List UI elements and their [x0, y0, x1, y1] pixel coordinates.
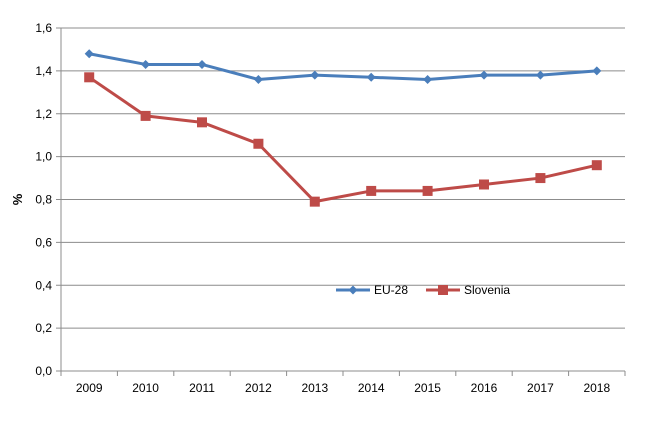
- data-point: [84, 72, 95, 83]
- y-axis-label: %: [10, 193, 25, 205]
- data-point: [479, 70, 489, 80]
- data-point: [141, 59, 151, 69]
- x-tick-label: 2017: [527, 381, 554, 395]
- legend-label: EU-28: [374, 283, 408, 297]
- y-tick-labels: 0,0 0,2 0,4 0,6 0,8 1,0 1,2 1,4 1,6: [35, 21, 52, 378]
- series-eu-28: [84, 49, 602, 84]
- x-tick-label: 2009: [76, 381, 103, 395]
- y-tick-label: 0,4: [35, 278, 52, 292]
- legend-label: Slovenia: [464, 283, 510, 297]
- y-tick-label: 0,8: [35, 193, 52, 207]
- legend-marker: [348, 285, 358, 295]
- x-tick-label: 2011: [189, 381, 215, 395]
- x-tick-label: 2010: [132, 381, 159, 395]
- x-tick-label: 2013: [301, 381, 328, 395]
- x-tick-label: 2015: [414, 381, 441, 395]
- data-point: [423, 74, 433, 84]
- axes: [56, 27, 626, 376]
- x-tick-label: 2012: [245, 381, 272, 395]
- y-tick-label: 0,2: [35, 321, 52, 335]
- data-point: [422, 185, 433, 196]
- data-point: [366, 72, 376, 82]
- y-tick-label: 1,6: [35, 21, 52, 35]
- legend: EU-28 Slovenia: [336, 283, 510, 297]
- series-line: [88, 52, 597, 81]
- data-point: [535, 70, 545, 80]
- data-point: [253, 138, 264, 149]
- y-tick-label: 1,0: [35, 150, 52, 164]
- x-tick-labels: 2009 2010 2011 2012 2013 2014 2015 2016 2017 2018: [76, 381, 611, 395]
- y-tick-label: 1,4: [35, 64, 52, 78]
- data-point: [253, 74, 263, 84]
- data-point: [197, 59, 207, 69]
- y-tick-label: 0,6: [35, 235, 52, 249]
- data-point: [479, 179, 489, 190]
- data-point: [592, 66, 602, 76]
- data-point: [197, 117, 207, 128]
- data-point: [366, 185, 377, 196]
- data-point: [309, 196, 320, 207]
- data-point: [310, 70, 320, 80]
- data-point: [84, 49, 94, 59]
- legend-marker: [438, 285, 448, 295]
- x-tick-label: 2014: [358, 381, 385, 395]
- y-tick-label: 1,2: [35, 107, 52, 121]
- series-layer: [84, 49, 602, 207]
- grid-lines: [61, 27, 625, 329]
- data-point: [140, 110, 151, 121]
- y-tick-label: 0,0: [35, 364, 52, 378]
- x-tick-label: 2016: [471, 381, 498, 395]
- x-tick-label: 2018: [583, 381, 610, 395]
- series-slovenia: [84, 72, 602, 207]
- series-line: [88, 76, 598, 204]
- data-point: [591, 160, 602, 171]
- data-point: [535, 173, 546, 184]
